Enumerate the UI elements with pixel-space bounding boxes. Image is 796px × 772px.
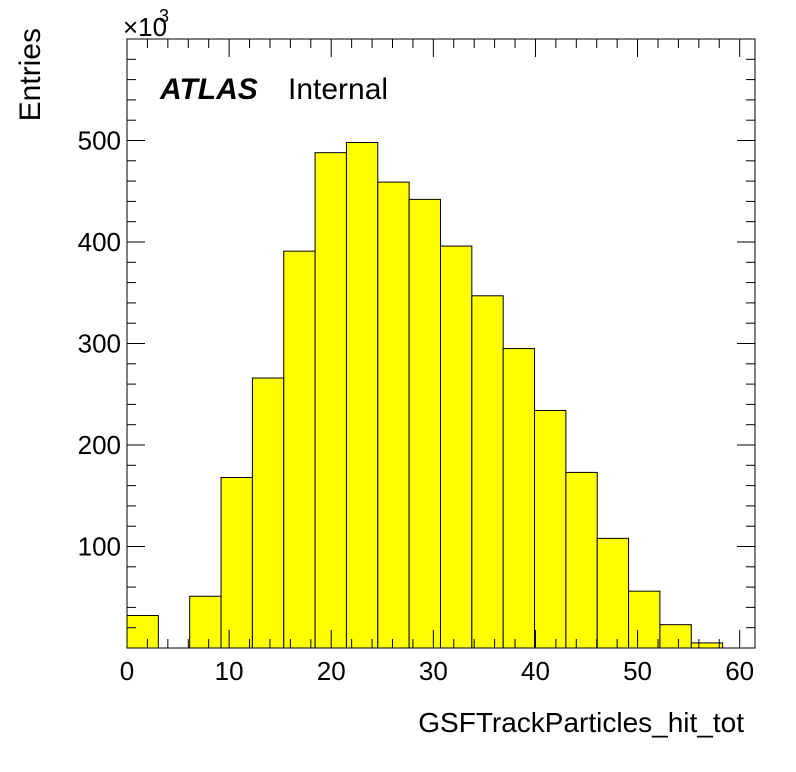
histogram-bars bbox=[126, 142, 724, 649]
histogram-bar bbox=[659, 624, 692, 649]
histogram-bar bbox=[565, 471, 598, 649]
histogram-bar bbox=[251, 377, 285, 649]
histogram-bar bbox=[314, 152, 347, 649]
axis-ticks bbox=[126, 39, 755, 648]
y-tick-label: 100 bbox=[78, 532, 121, 562]
y-axis-label: Entries bbox=[14, 28, 47, 121]
histogram-bar bbox=[283, 250, 316, 649]
atlas-label: ATLAS bbox=[159, 73, 258, 106]
histogram-bar bbox=[502, 348, 536, 649]
histogram-bar bbox=[189, 595, 222, 649]
x-tick-label: 20 bbox=[317, 656, 346, 686]
y-multiplier-base: ×10 bbox=[123, 12, 167, 42]
x-axis-label: GSFTrackParticles_hit_tot bbox=[418, 707, 744, 738]
x-tick-label: 50 bbox=[623, 656, 652, 686]
y-multiplier-exponent: 3 bbox=[159, 6, 169, 26]
histogram-bar bbox=[628, 590, 661, 649]
histogram-bar bbox=[377, 181, 410, 649]
y-tick-label: 200 bbox=[78, 430, 121, 460]
histogram-bar bbox=[471, 295, 504, 649]
histogram-bar bbox=[126, 615, 159, 649]
y-tick-label: 300 bbox=[78, 329, 121, 359]
x-tick-label: 10 bbox=[215, 656, 244, 686]
y-tick-label: 400 bbox=[78, 227, 121, 257]
x-tick-label: 40 bbox=[521, 656, 550, 686]
x-tick-label: 30 bbox=[419, 656, 448, 686]
internal-label: Internal bbox=[288, 73, 388, 106]
histogram-bar bbox=[596, 537, 630, 649]
histogram-bar bbox=[690, 642, 724, 649]
histogram-bar bbox=[220, 476, 253, 649]
histogram-bar bbox=[408, 198, 441, 649]
tick-labels: 0 10 20 30 40 50 60 100 200 300 400 500 bbox=[78, 126, 755, 687]
histogram-bar bbox=[345, 142, 379, 649]
histogram-bar bbox=[534, 409, 567, 649]
x-tick-label: 0 bbox=[120, 656, 134, 686]
x-tick-label: 60 bbox=[725, 656, 754, 686]
y-tick-label: 500 bbox=[78, 126, 121, 156]
histogram-bar bbox=[439, 245, 473, 649]
